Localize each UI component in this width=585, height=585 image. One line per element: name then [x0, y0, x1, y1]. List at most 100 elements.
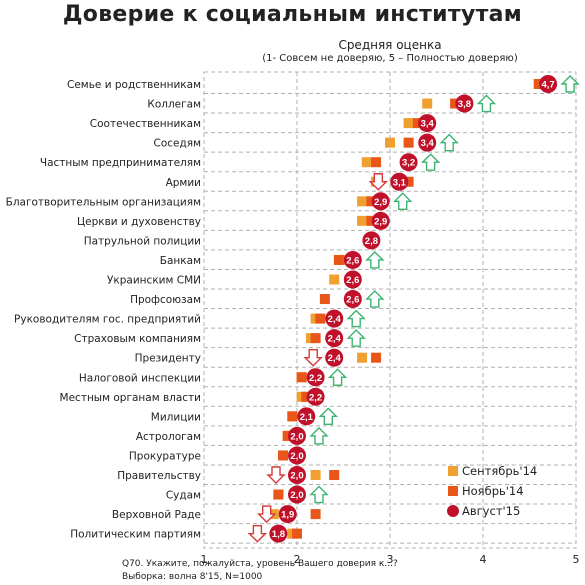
- nov14-marker: [278, 450, 289, 461]
- nov14-marker: [366, 215, 377, 226]
- legend-nov14-label: Ноябрь'14: [462, 484, 524, 498]
- aug15-value-label: 2,0: [290, 431, 303, 442]
- nov14-marker: [533, 79, 544, 89]
- aug15-value-label: 3,8: [458, 99, 471, 110]
- aug15-value-label: 2,2: [309, 373, 322, 384]
- nov14-marker: [287, 411, 298, 422]
- category-label: Частным предпринимателям: [40, 157, 201, 169]
- x-tick-label: 5: [573, 553, 580, 566]
- category-label: Коллегам: [147, 99, 201, 111]
- category-label: Семье и родственникам: [67, 79, 201, 91]
- category-label: Украинским СМИ: [107, 275, 201, 287]
- aug15-marker: [306, 368, 325, 387]
- trend-down-arrow-icon: [266, 466, 286, 484]
- footnote-question: Q70. Укажите, пожалуйста, уровень Вашего…: [122, 559, 398, 569]
- aug15-value-label: 2,0: [290, 490, 303, 501]
- nov14-marker: [315, 313, 326, 324]
- aug15-value-label: 3,2: [402, 158, 415, 169]
- sep14-marker: [329, 274, 340, 285]
- x-tick-label: 1: [201, 553, 208, 566]
- trend-up-arrow-icon: [309, 485, 329, 504]
- trend-up-arrow-icon: [439, 133, 459, 152]
- nov14-marker: [292, 528, 302, 539]
- nov14-marker: [412, 118, 423, 129]
- trend-down-arrow-icon: [247, 524, 268, 543]
- category-label: Прокуратуре: [129, 450, 201, 462]
- sep14-marker: [422, 98, 433, 109]
- category-label: Патрульной полиции: [84, 235, 201, 247]
- aug15-marker: [371, 211, 390, 230]
- nov14-marker: [319, 294, 330, 305]
- category-label: Профсоюзам: [130, 294, 201, 306]
- chart-subtitle: Средняя оценка: [338, 38, 442, 52]
- aug15-marker: [278, 505, 297, 524]
- sep14-marker: [385, 137, 395, 148]
- x-tick-label: 2: [294, 553, 301, 566]
- category-label: Правительству: [117, 470, 201, 482]
- aug15-marker: [297, 407, 316, 426]
- aug15-marker: [343, 250, 362, 269]
- chart-title: Доверие к социальным институтам: [62, 2, 523, 27]
- trend-down-arrow-icon: [368, 173, 388, 191]
- aug15-value-label: 2,1: [300, 412, 314, 423]
- nov14-marker: [301, 391, 312, 402]
- nov14-marker: [403, 176, 414, 187]
- category-label: Соотечественникам: [90, 118, 201, 130]
- aug15-marker: [343, 290, 362, 309]
- aug15-value-label: 2,8: [365, 236, 378, 247]
- category-label: Соседям: [154, 138, 202, 150]
- category-label: Благотворительным организациям: [6, 196, 201, 208]
- aug15-value-label: 2,6: [346, 295, 359, 306]
- sep14-marker: [357, 196, 368, 207]
- trend-up-arrow-icon: [476, 94, 497, 113]
- aug15-marker: [418, 133, 437, 152]
- category-label: Армии: [166, 177, 201, 189]
- trend-up-arrow-icon: [560, 75, 580, 93]
- sep14-marker: [403, 118, 414, 129]
- aug15-marker: [399, 153, 418, 172]
- category-label: Церкви и духовенству: [77, 216, 201, 228]
- category-label: Политическим партиям: [70, 529, 201, 541]
- legend-nov14-swatch: [448, 486, 458, 496]
- category-label: Руководителям гос. предприятий: [14, 314, 201, 326]
- aug15-marker: [288, 446, 306, 465]
- aug15-marker: [325, 329, 344, 348]
- category-label: Налоговой инспекции: [79, 372, 201, 384]
- chart-scale-note: (1- Совсем не доверяю, 5 – Полностью дов…: [262, 53, 518, 64]
- sep14-marker: [357, 352, 368, 363]
- aug15-value-label: 2,0: [290, 451, 303, 462]
- aug15-marker: [455, 94, 474, 113]
- nov14-marker: [333, 254, 344, 265]
- nov14-marker: [273, 489, 284, 500]
- nov14-marker: [310, 509, 321, 520]
- aug15-marker: [288, 426, 306, 445]
- aug15-marker: [269, 524, 288, 543]
- aug15-marker: [306, 387, 325, 406]
- x-tick-label: 3: [387, 553, 394, 566]
- category-label: Местным органам власти: [60, 392, 201, 404]
- aug15-marker: [325, 348, 344, 367]
- aug15-marker: [362, 231, 381, 250]
- aug15-marker: [390, 172, 409, 191]
- legend-aug15-swatch: [447, 505, 459, 517]
- trend-down-arrow-icon: [303, 349, 323, 367]
- aug15-value-label: 2,4: [328, 314, 342, 325]
- legend-aug15-label: Август'15: [462, 504, 520, 518]
- aug15-value-label: 2,2: [309, 392, 322, 403]
- trend-up-arrow-icon: [393, 192, 413, 210]
- nov14-marker: [296, 372, 307, 383]
- nov14-marker: [366, 196, 377, 207]
- sep14-marker: [310, 470, 321, 480]
- category-label: Президенту: [135, 353, 201, 365]
- nov14-marker: [310, 333, 321, 344]
- footnote-sample: Выборка: волна 8'15, N=1000: [122, 572, 263, 582]
- aug15-marker: [418, 114, 437, 133]
- aug15-value-label: 2,9: [374, 197, 387, 208]
- category-label: Астрологам: [136, 431, 201, 443]
- trend-up-arrow-icon: [365, 290, 385, 308]
- aug15-value-label: 3,4: [421, 138, 435, 149]
- aug15-marker: [288, 466, 306, 484]
- aug15-value-label: 2,4: [328, 353, 342, 364]
- aug15-marker: [539, 75, 558, 93]
